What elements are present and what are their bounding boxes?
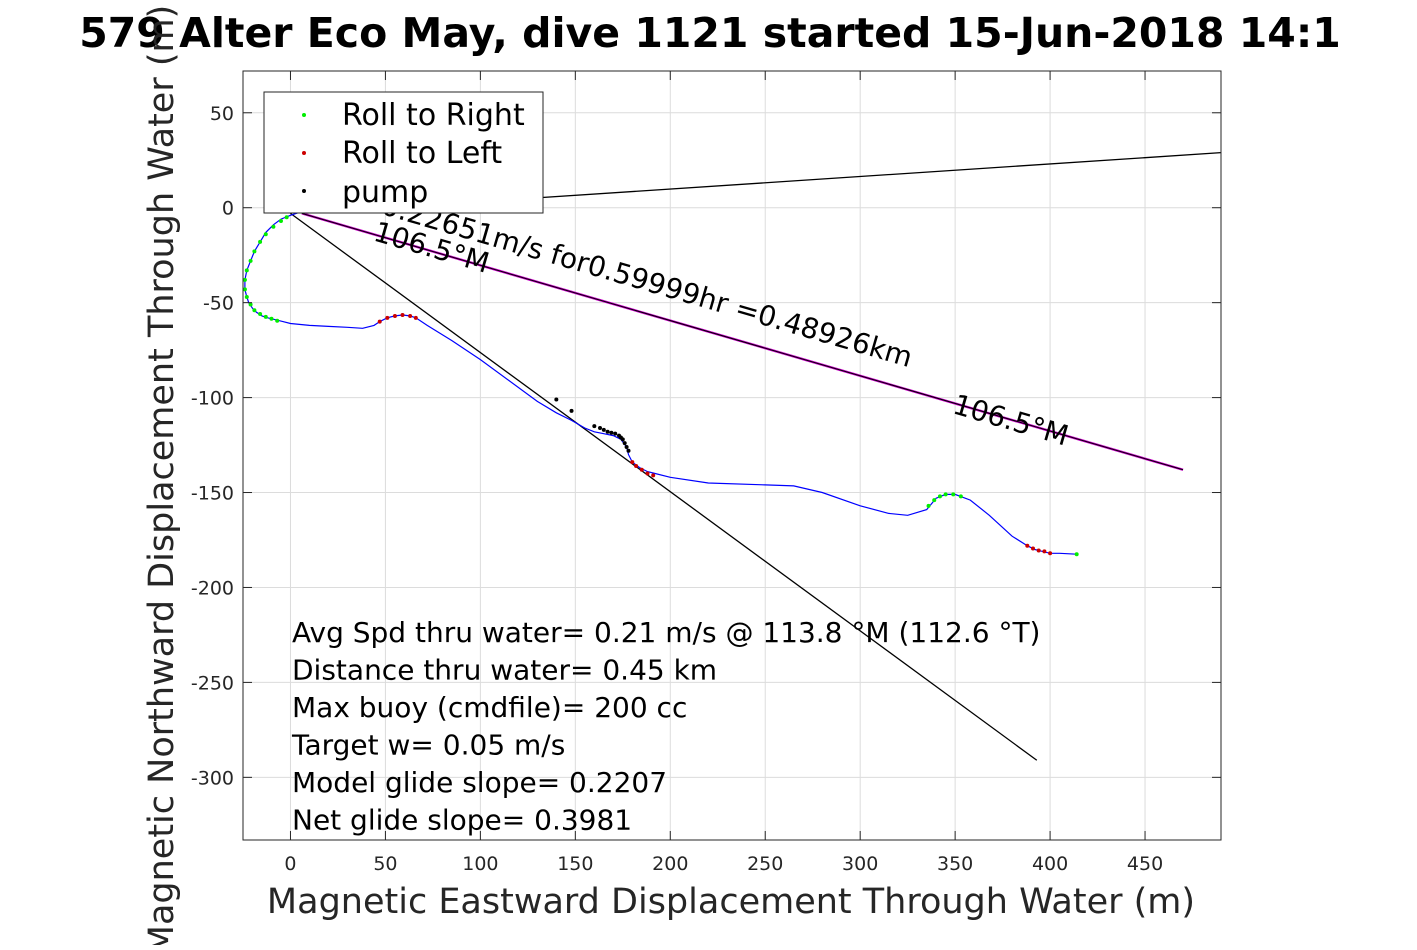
legend-label-roll-left: Roll to Left bbox=[342, 136, 502, 171]
roll-right-point bbox=[263, 314, 268, 319]
roll-right-point bbox=[271, 224, 276, 229]
y-tick-label: -200 bbox=[191, 577, 234, 599]
y-tick-label: -50 bbox=[203, 293, 234, 315]
pump-point bbox=[613, 431, 618, 436]
roll-right-point bbox=[258, 312, 263, 317]
roll-right-point bbox=[278, 219, 283, 224]
roll-right-point bbox=[951, 492, 956, 497]
roll-right-point bbox=[284, 215, 289, 220]
track-layer bbox=[244, 210, 1077, 555]
pump-point bbox=[624, 444, 629, 449]
current-line-black bbox=[301, 212, 1184, 471]
pump-point bbox=[592, 424, 597, 429]
roll-right-point bbox=[244, 294, 249, 299]
legend-box bbox=[263, 91, 544, 214]
roll-left-point bbox=[377, 319, 382, 324]
roll-left-point bbox=[639, 467, 644, 472]
roll-left-point bbox=[630, 460, 635, 465]
x-tick-label: 300 bbox=[842, 853, 878, 875]
roll-left-point bbox=[392, 313, 397, 318]
roll-right-point bbox=[937, 494, 942, 499]
heading-line-diagonal bbox=[290, 212, 1038, 761]
roll-right-point bbox=[275, 318, 280, 323]
y-tick-label: -300 bbox=[191, 767, 234, 789]
x-tick-label: 200 bbox=[652, 853, 688, 875]
chart-title: 579 Alter Eco May, dive 1121 started 15-… bbox=[79, 9, 1341, 57]
roll-left-point bbox=[645, 471, 650, 476]
roll-right-point bbox=[926, 503, 931, 508]
stat-line: Max buoy (cmdfile)= 200 cc bbox=[292, 691, 687, 724]
y-tick-label: 0 bbox=[222, 198, 234, 220]
legend-marker-roll-left bbox=[302, 151, 306, 155]
x-tick-label: 450 bbox=[1127, 853, 1163, 875]
roll-left-point bbox=[413, 315, 418, 320]
roll-right-point bbox=[943, 492, 948, 497]
pump-point bbox=[598, 425, 603, 430]
roll-right-point bbox=[242, 277, 247, 282]
roll-right-point bbox=[242, 287, 247, 292]
plot-frame bbox=[242, 70, 1222, 841]
stat-line: Target w= 0.05 m/s bbox=[291, 729, 565, 762]
y-tick-label: -150 bbox=[191, 483, 234, 505]
roll-right-point bbox=[252, 249, 257, 254]
x-tick-label: 100 bbox=[462, 853, 498, 875]
roll-left-point bbox=[385, 315, 390, 320]
y-axis-label: Magnetic Northward Displacement Through … bbox=[142, 5, 182, 945]
roll-left-point bbox=[1025, 543, 1030, 548]
ticks-layer: 0 50 100 150 200 250 300 350 400 450500-50-100-15… bbox=[191, 71, 1221, 875]
roll-right-point bbox=[258, 239, 263, 244]
x-tick-label: 400 bbox=[1032, 853, 1068, 875]
y-tick-label: -100 bbox=[191, 388, 234, 410]
roll-right-point bbox=[932, 498, 937, 503]
roll-left-point bbox=[1030, 546, 1035, 551]
roll-right-point bbox=[252, 308, 257, 313]
x-tick-label: 50 bbox=[373, 853, 397, 875]
legend: Roll to Right Roll to Left pump bbox=[263, 91, 544, 214]
roll-left-point bbox=[634, 463, 639, 468]
stat-line: Distance thru water= 0.45 km bbox=[292, 654, 717, 687]
x-tick-label: 150 bbox=[557, 853, 593, 875]
roll-left-point bbox=[400, 312, 405, 317]
points-layer bbox=[242, 215, 1079, 557]
roll-right-point bbox=[263, 232, 268, 237]
roll-left-point bbox=[408, 313, 413, 318]
x-axis-label: Magnetic Eastward Displacement Through W… bbox=[267, 882, 1195, 922]
roll-right-point bbox=[248, 258, 253, 263]
glider-track-line bbox=[244, 210, 1077, 555]
lines-layer bbox=[290, 151, 1222, 761]
roll-left-point bbox=[1042, 549, 1047, 554]
roll-right-point bbox=[244, 268, 249, 273]
pump-point bbox=[605, 429, 610, 434]
pump-point bbox=[626, 448, 631, 453]
stats-layer: Avg Spd thru water= 0.21 m/s @ 113.8 °M … bbox=[291, 616, 1040, 837]
y-tick-label: 50 bbox=[210, 103, 234, 125]
roll-right-point bbox=[248, 302, 253, 307]
x-tick-label: 0 bbox=[284, 853, 296, 875]
roll-left-point bbox=[1048, 551, 1053, 556]
y-tick-label: -250 bbox=[191, 672, 234, 694]
legend-marker-roll-right bbox=[302, 113, 306, 117]
roll-left-point bbox=[1036, 548, 1041, 553]
pump-point bbox=[609, 430, 614, 435]
roll-right-point bbox=[269, 316, 274, 321]
stat-line: Avg Spd thru water= 0.21 m/s @ 113.8 °M … bbox=[292, 616, 1040, 649]
roll-left-point bbox=[651, 473, 656, 478]
x-tick-label: 250 bbox=[747, 853, 783, 875]
legend-label-roll-right: Roll to Right bbox=[342, 98, 525, 133]
stat-line: Net glide slope= 0.3981 bbox=[292, 804, 632, 837]
pump-point bbox=[620, 437, 625, 442]
x-tick-label: 350 bbox=[937, 853, 973, 875]
pump-point bbox=[622, 441, 627, 446]
pump-point bbox=[554, 397, 559, 402]
legend-label-pump: pump bbox=[342, 175, 428, 210]
pump-point bbox=[569, 408, 574, 413]
roll-right-point bbox=[1074, 552, 1079, 557]
roll-right-point bbox=[958, 494, 963, 499]
stat-line: Model glide slope= 0.2207 bbox=[292, 766, 667, 799]
legend-marker-pump bbox=[302, 189, 306, 193]
pump-point bbox=[601, 427, 606, 432]
